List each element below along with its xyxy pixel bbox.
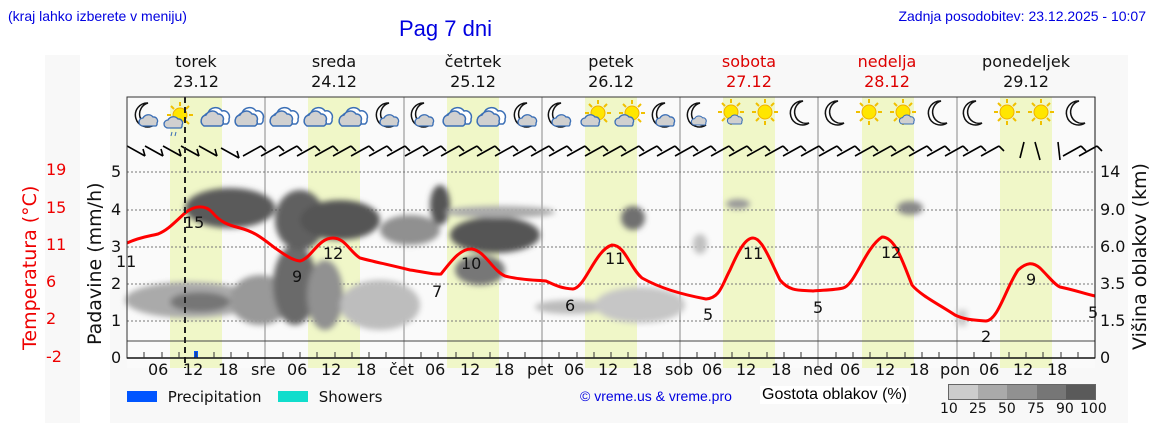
location-hint[interactable]: (kraj lahko izberete v meniju) xyxy=(8,8,187,24)
svg-text:7: 7 xyxy=(432,282,442,301)
daylight-bands xyxy=(170,97,1052,368)
showers-swatch xyxy=(278,391,308,402)
cloud-density-scale xyxy=(948,384,1096,400)
precipitation-swatch xyxy=(127,391,157,402)
copyright-link[interactable]: © vreme.us & vreme.pro xyxy=(580,388,732,404)
cloud-density-label: Gostota oblakov (%) xyxy=(760,386,909,404)
svg-text:2: 2 xyxy=(981,327,991,346)
weather-icons xyxy=(134,98,1086,137)
day-header: nedelja 28.12 xyxy=(857,52,917,91)
day-header: sreda 24.12 xyxy=(311,52,357,91)
sun-cloud-rain-icon xyxy=(163,101,194,137)
svg-text:11: 11 xyxy=(605,249,625,268)
svg-text:6: 6 xyxy=(565,296,575,315)
cloud-density xyxy=(125,185,967,330)
hour-tick-labels: 06 12 18 sre 06 12 18 čet 06 12 18 pet 0… xyxy=(148,360,1068,379)
temperature-line xyxy=(126,205,1096,323)
precip-axis-label: Padavine (mm/h) xyxy=(84,182,106,345)
day-header: sobota 27.12 xyxy=(721,52,777,91)
svg-text:10: 10 xyxy=(461,254,481,273)
svg-text:11: 11 xyxy=(116,252,136,271)
svg-text:12: 12 xyxy=(881,243,901,262)
svg-text:5: 5 xyxy=(813,298,823,317)
day-header: torek 23.12 xyxy=(173,52,219,91)
temperature-labels: 11 15 9 12 7 10 6 11 5 11 5 12 2 9 5 xyxy=(116,213,1098,346)
svg-text:5: 5 xyxy=(703,305,713,324)
svg-text:5: 5 xyxy=(1088,303,1098,322)
svg-text:9: 9 xyxy=(1026,270,1036,289)
legend-precipitation: Precipitation xyxy=(127,387,262,406)
svg-text:9: 9 xyxy=(292,267,302,286)
svg-text:12: 12 xyxy=(323,244,343,263)
day-header: četrtek 25.12 xyxy=(444,52,502,91)
day-header: ponedeljek 29.12 xyxy=(982,52,1070,91)
wind-barbs xyxy=(126,141,1103,161)
page-title: Pag 7 dni xyxy=(399,16,492,41)
day-header: petek 26.12 xyxy=(588,52,634,91)
hour-ticks xyxy=(143,352,1079,358)
temperature-axis-panel xyxy=(45,55,80,423)
last-update: Zadnja posodobitev: 23.12.2025 - 10:07 xyxy=(898,8,1146,24)
svg-text:15: 15 xyxy=(184,213,204,232)
svg-text:11: 11 xyxy=(743,244,763,263)
temperature-axis-label: Temperatura (°C) xyxy=(19,186,41,351)
legend-showers: Showers xyxy=(278,387,382,406)
cloud-height-axis-label: Višina oblakov (km) xyxy=(1129,163,1151,350)
